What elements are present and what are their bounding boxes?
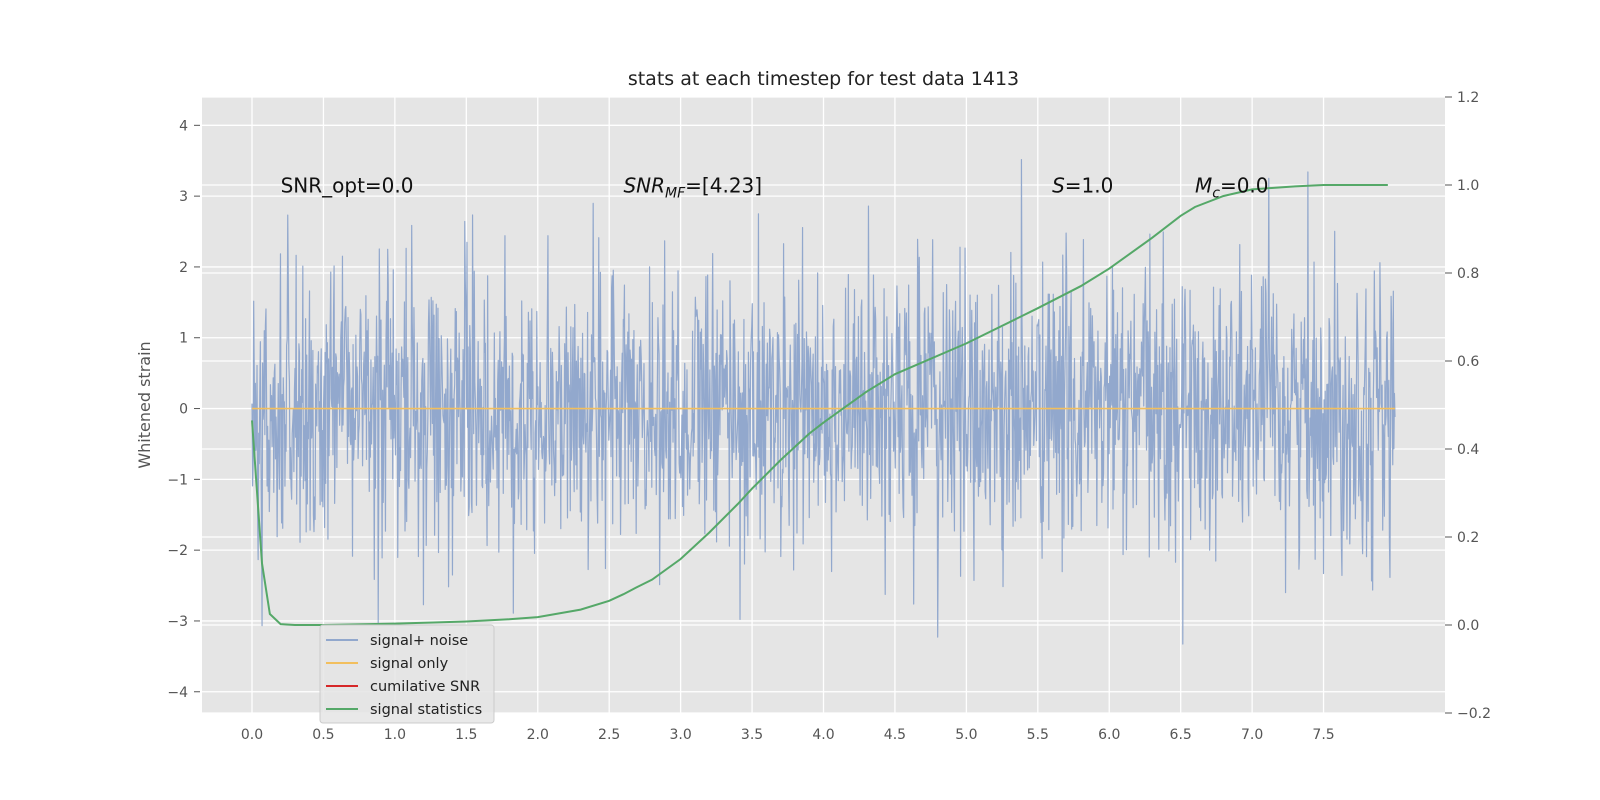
signal-statistics-line <box>251 184 1388 626</box>
legend-label: signal only <box>370 656 449 672</box>
y2-tick-label: 0.0 <box>1457 618 1479 634</box>
annotation-text: SNRMF=[4.23] <box>623 174 762 202</box>
annotation-rest: =1.0 <box>1065 174 1114 198</box>
chart-title: stats at each timestep for test data 141… <box>628 68 1019 90</box>
annotation-sub: c <box>1212 186 1220 202</box>
legend-box <box>319 624 495 724</box>
x-tick-label: 7.0 <box>1241 727 1263 743</box>
x-tick-label: 3.5 <box>741 727 763 743</box>
y2-tick-label: 0.4 <box>1457 442 1479 458</box>
y-tick-label: −2 <box>167 543 188 559</box>
y-axis-title: Whitened strain <box>135 341 154 468</box>
legend: signal+ noise signal only cumilative SNR si… <box>319 624 495 724</box>
x-tick-label: 1.0 <box>384 727 406 743</box>
annotation-rest: =0.0 <box>1220 174 1269 198</box>
x-tick-label: 3.0 <box>669 727 691 743</box>
y2-tick-label: 0.2 <box>1457 530 1479 546</box>
x-tick-label: 6.0 <box>1098 727 1120 743</box>
y-tick-label: 1 <box>179 331 188 347</box>
x-axis: 0.0 0.5 1.0 1.5 2.0 2.5 3.0 3.5 4.0 4.5 5.0 5.5 6.0 6… <box>241 727 1335 743</box>
annotation-main: S <box>1052 174 1065 198</box>
annotation-sub: MF <box>665 186 686 202</box>
y2-tick-label: 0.8 <box>1457 266 1479 282</box>
y-axis-left: 4 3 2 1 0 −1 −2 −3 −4 <box>167 118 200 701</box>
y2-tick-label: 1.2 <box>1457 90 1479 106</box>
annotation-text: Mc=0.0 <box>1195 174 1269 202</box>
x-tick-label: 5.5 <box>1027 727 1049 743</box>
series-signal-statistics <box>251 184 1388 626</box>
y2-tick-label: −0.2 <box>1457 706 1491 722</box>
series-signal-plus-noise <box>251 159 1396 645</box>
x-tick-label: 1.5 <box>455 727 477 743</box>
legend-label: cumilative SNR <box>370 679 480 695</box>
y-tick-label: 4 <box>179 118 188 134</box>
x-tick-label: 4.5 <box>884 727 906 743</box>
x-tick-label: 2.0 <box>527 727 549 743</box>
legend-label: signal+ noise <box>370 633 468 649</box>
annotation-text: SNR_opt=0.0 <box>281 174 414 198</box>
annotation-main: SNR <box>623 174 665 198</box>
x-tick-label: 0.0 <box>241 727 263 743</box>
y2-tick-label: 0.6 <box>1457 354 1479 370</box>
annotations: SNR_opt=0.0 SNRMF=[4.23] S=1.0 Mc=0.0 <box>281 174 1269 202</box>
annotation-text: S=1.0 <box>1052 174 1113 198</box>
y-tick-label: −1 <box>167 472 188 488</box>
signal-plus-noise-line <box>251 159 1396 645</box>
x-tick-label: 2.5 <box>598 727 620 743</box>
y-axis-right: 1.2 1.0 0.8 0.6 0.4 0.2 0.0 −0.2 <box>1445 90 1491 722</box>
y-tick-label: −3 <box>167 614 188 630</box>
y-tick-label: −4 <box>167 685 188 701</box>
y2-tick-label: 1.0 <box>1457 178 1479 194</box>
x-tick-label: 4.0 <box>812 727 834 743</box>
annotation-rest: =[4.23] <box>685 174 762 198</box>
x-tick-label: 5.0 <box>955 727 977 743</box>
x-tick-label: 6.5 <box>1170 727 1192 743</box>
legend-label: signal statistics <box>370 702 482 718</box>
x-tick-label: 7.5 <box>1312 727 1334 743</box>
y-tick-label: 0 <box>179 402 188 418</box>
y-tick-label: 3 <box>179 189 188 205</box>
annotation-main: M <box>1195 174 1212 198</box>
y-tick-label: 2 <box>179 260 188 276</box>
x-tick-label: 0.5 <box>312 727 334 743</box>
grid-lines <box>202 96 1445 714</box>
